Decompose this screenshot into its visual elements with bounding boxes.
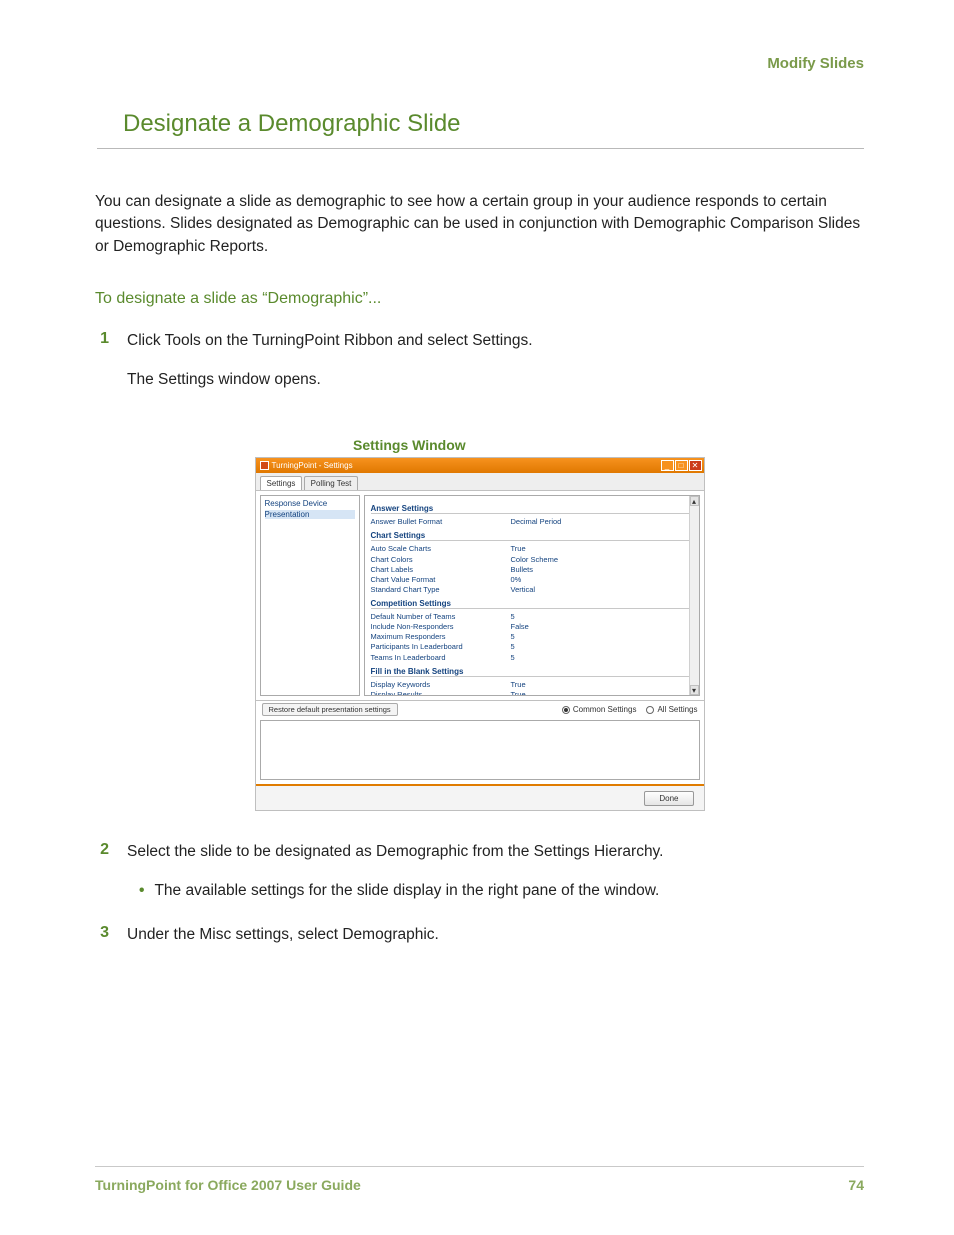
setting-key: Chart Value Format [371,575,511,585]
setting-value[interactable]: 0% [511,575,522,585]
settings-row[interactable]: Display KeywordsTrue [371,680,693,690]
settings-row[interactable]: Answer Bullet FormatDecimal Period [371,517,693,527]
done-button[interactable]: Done [644,791,693,806]
setting-key: Auto Scale Charts [371,544,511,554]
settings-group-header: Fill in the Blank Settings [371,667,693,677]
setting-value[interactable]: 5 [511,653,515,663]
settings-row[interactable]: Default Number of Teams5 [371,612,693,622]
maximize-icon[interactable]: □ [675,460,688,471]
step-number: 1 [95,330,109,407]
tree-node[interactable]: Response Device [265,499,355,508]
setting-key: Answer Bullet Format [371,517,511,527]
setting-value[interactable]: 5 [511,642,515,652]
setting-key: Maximum Responders [371,632,511,642]
settings-row[interactable]: Display ResultsTrue [371,690,693,697]
step-text: Under the Misc settings, select Demograp… [127,924,864,946]
description-area [260,720,700,780]
scroll-down-icon[interactable]: ▾ [690,685,699,695]
bullet-icon: • [139,880,144,902]
settings-row[interactable]: Auto Scale ChartsTrue [371,544,693,554]
tab-polling-test[interactable]: Polling Test [304,476,359,490]
setting-value[interactable]: Vertical [511,585,536,595]
settings-group-header: Competition Settings [371,599,693,609]
breadcrumb: Modify Slides [95,55,864,72]
step-number: 2 [95,841,109,902]
tree-node[interactable]: Presentation [265,510,355,519]
radio-common-settings[interactable]: Common Settings [562,705,637,714]
dialog-button-bar: Done [256,784,704,810]
scrollbar[interactable]: ▴ ▾ [689,496,699,695]
settings-scope-radios: Common Settings All Settings [562,705,698,714]
settings-row[interactable]: Chart Value Format0% [371,575,693,585]
radio-all-settings[interactable]: All Settings [646,705,697,714]
step-number: 3 [95,924,109,962]
page-number: 74 [848,1177,864,1193]
figure-caption: Settings Window [353,437,864,453]
setting-key: Standard Chart Type [371,585,511,595]
tab-strip: Settings Polling Test [256,473,704,491]
window-title: TurningPoint - Settings [272,461,353,470]
setting-key: Chart Labels [371,565,511,575]
step-text: The Settings window opens. [127,369,864,391]
procedure-subhead: To designate a slide as “Demographic”... [95,290,864,308]
intro-paragraph: You can designate a slide as demographic… [95,191,864,258]
settings-group-header: Chart Settings [371,531,693,541]
setting-key: Participants In Leaderboard [371,642,511,652]
step-3: 3 Under the Misc settings, select Demogr… [95,924,864,962]
tab-settings[interactable]: Settings [260,476,303,490]
settings-row[interactable]: Chart ColorsColor Scheme [371,555,693,565]
step-2: 2 Select the slide to be designated as D… [95,841,864,902]
settings-row[interactable]: Maximum Responders5 [371,632,693,642]
settings-group-header: Answer Settings [371,504,693,514]
setting-value[interactable]: True [511,690,526,697]
setting-value[interactable]: Decimal Period [511,517,562,527]
footer-title: TurningPoint for Office 2007 User Guide [95,1177,361,1193]
setting-value[interactable]: Bullets [511,565,534,575]
restore-defaults-button[interactable]: Restore default presentation settings [262,703,398,716]
setting-value[interactable]: 5 [511,612,515,622]
settings-row[interactable]: Chart LabelsBullets [371,565,693,575]
setting-value[interactable]: True [511,680,526,690]
settings-detail-pane: Answer Settings Answer Bullet FormatDecim… [364,495,700,696]
setting-key: Display Results [371,690,511,697]
close-icon[interactable]: ✕ [689,460,702,471]
settings-row[interactable]: Participants In Leaderboard5 [371,642,693,652]
setting-value[interactable]: False [511,622,529,632]
settings-tree[interactable]: Response Device Presentation [260,495,360,696]
setting-key: Display Keywords [371,680,511,690]
setting-key: Chart Colors [371,555,511,565]
settings-row[interactable]: Standard Chart TypeVertical [371,585,693,595]
step-text: Click Tools on the TurningPoint Ribbon a… [127,330,864,352]
setting-key: Teams In Leaderboard [371,653,511,663]
settings-window-screenshot: TurningPoint - Settings _ □ ✕ Settings P… [255,457,705,811]
step-text: Select the slide to be designated as Dem… [127,841,864,863]
settings-row[interactable]: Include Non-RespondersFalse [371,622,693,632]
minimize-icon[interactable]: _ [661,460,674,471]
setting-key: Default Number of Teams [371,612,511,622]
app-icon [260,461,269,470]
settings-row[interactable]: Teams In Leaderboard5 [371,653,693,663]
scroll-up-icon[interactable]: ▴ [690,496,699,506]
setting-value[interactable]: 5 [511,632,515,642]
page-footer: TurningPoint for Office 2007 User Guide … [95,1166,864,1193]
title-rule [97,148,864,149]
substep-text: The available settings for the slide dis… [154,880,659,902]
setting-key: Include Non-Responders [371,622,511,632]
setting-value[interactable]: True [511,544,526,554]
sub-bullet: • The available settings for the slide d… [139,880,864,902]
window-titlebar: TurningPoint - Settings _ □ ✕ [256,458,704,473]
step-1: 1 Click Tools on the TurningPoint Ribbon… [95,330,864,407]
setting-value[interactable]: Color Scheme [511,555,559,565]
page-title: Designate a Demographic Slide [123,110,864,138]
